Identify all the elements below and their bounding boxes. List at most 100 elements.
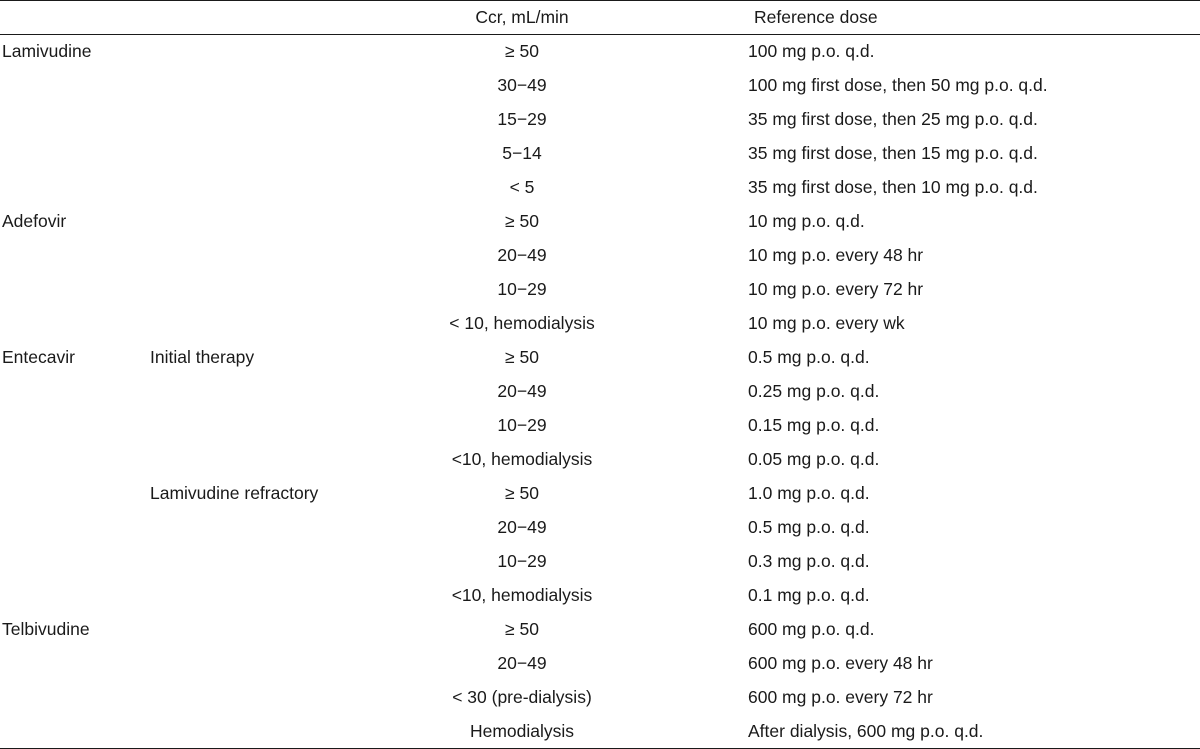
dose-cell: 600 mg p.o. every 48 hr xyxy=(748,653,933,673)
dose-cell: After dialysis, 600 mg p.o. q.d. xyxy=(672,714,1200,749)
ccr-cell: ≥ 50 xyxy=(505,483,539,503)
therapy-cell xyxy=(150,545,372,579)
table-row: 10−29 10 mg p.o. every 72 hr xyxy=(0,273,1200,307)
dose-cell: 35 mg first dose, then 10 mg p.o. q.d. xyxy=(748,177,1038,197)
drug-cell xyxy=(0,579,150,613)
drug-cell: Lamivudine xyxy=(2,41,92,62)
drug-cell xyxy=(0,477,150,511)
therapy-cell xyxy=(150,579,372,613)
drug-cell xyxy=(0,103,150,137)
drug-cell: Adefovir xyxy=(2,211,67,231)
therapy-cell xyxy=(150,613,372,647)
ccr-cell: ≥ 50 xyxy=(505,619,539,639)
drug-cell xyxy=(0,307,150,341)
therapy-cell xyxy=(150,171,372,205)
header-row: Ccr, mL/min Reference dose xyxy=(0,0,1200,35)
ccr-cell: < 30 (pre-dialysis) xyxy=(452,687,592,707)
ccr-cell: ≥ 50 xyxy=(505,347,539,367)
dose-cell: 600 mg p.o. every 72 hr xyxy=(748,687,933,707)
ccr-cell: 15−29 xyxy=(497,109,547,129)
ccr-cell: 20−49 xyxy=(497,381,547,401)
ccr-cell: <10, hemodialysis xyxy=(451,449,593,469)
dose-cell: 0.5 mg p.o. q.d. xyxy=(748,347,870,367)
dose-cell: 0.3 mg p.o. q.d. xyxy=(748,551,870,571)
therapy-cell xyxy=(150,205,372,239)
ccr-cell: ≥ 50 xyxy=(505,41,539,62)
ccr-cell: Hemodialysis xyxy=(372,714,672,749)
dose-cell: 1.0 mg p.o. q.d. xyxy=(748,483,870,503)
table-row: < 5 35 mg first dose, then 10 mg p.o. q.… xyxy=(0,171,1200,205)
therapy-cell: Initial therapy xyxy=(150,347,255,367)
ccr-cell: 5−14 xyxy=(502,143,542,163)
therapy-cell xyxy=(150,137,372,171)
drug-cell xyxy=(0,375,150,409)
therapy-cell xyxy=(150,103,372,137)
therapy-cell xyxy=(150,273,372,307)
ccr-cell: 20−49 xyxy=(497,245,547,265)
header-drug xyxy=(0,0,150,35)
ccr-cell: 10−29 xyxy=(497,415,547,435)
drug-cell xyxy=(0,273,150,307)
table-row: 30−49 100 mg first dose, then 50 mg p.o.… xyxy=(0,69,1200,103)
table-row: Adefovir ≥ 50 10 mg p.o. q.d. xyxy=(0,205,1200,239)
dose-cell: 0.1 mg p.o. q.d. xyxy=(748,585,870,605)
dose-cell: 35 mg first dose, then 15 mg p.o. q.d. xyxy=(748,143,1038,163)
dose-cell: 0.05 mg p.o. q.d. xyxy=(748,449,880,469)
header-therapy xyxy=(150,0,372,35)
table-row: <10, hemodialysis 0.05 mg p.o. q.d. xyxy=(0,443,1200,477)
table-row: 20−49 0.5 mg p.o. q.d. xyxy=(0,511,1200,545)
ccr-cell: 10−29 xyxy=(497,279,547,299)
table-row: 20−49 600 mg p.o. every 48 hr xyxy=(0,647,1200,681)
dose-cell: 0.5 mg p.o. q.d. xyxy=(748,517,870,537)
dose-cell: 10 mg p.o. every wk xyxy=(748,313,905,333)
ccr-cell: 20−49 xyxy=(497,653,547,673)
dose-cell: 10 mg p.o. every 72 hr xyxy=(748,279,924,299)
table-header: Ccr, mL/min Reference dose xyxy=(0,0,1200,35)
drug-cell xyxy=(0,69,150,103)
dose-cell: 10 mg p.o. q.d. xyxy=(748,211,865,231)
header-reference-dose: Reference dose xyxy=(672,0,1200,35)
drug-cell xyxy=(0,443,150,477)
therapy-cell: Lamivudine refractory xyxy=(150,483,319,503)
therapy-cell xyxy=(150,375,372,409)
table-row: < 30 (pre-dialysis) 600 mg p.o. every 72… xyxy=(0,681,1200,715)
table-row: 10−29 0.15 mg p.o. q.d. xyxy=(0,409,1200,443)
ccr-cell: <10, hemodialysis xyxy=(451,585,593,605)
drug-cell xyxy=(0,137,150,171)
table-row: <10, hemodialysis 0.1 mg p.o. q.d. xyxy=(0,579,1200,613)
drug-cell: Entecavir xyxy=(2,347,75,367)
therapy-cell xyxy=(150,511,372,545)
table-row: Lamivudine refractory ≥ 50 1.0 mg p.o. q… xyxy=(0,477,1200,511)
drug-cell xyxy=(0,647,150,681)
therapy-cell xyxy=(150,409,372,443)
dose-cell: 100 mg first dose, then 50 mg p.o. q.d. xyxy=(748,75,1048,95)
therapy-cell xyxy=(150,714,372,749)
table-row: < 10, hemodialysis 10 mg p.o. every wk xyxy=(0,307,1200,341)
ccr-cell: < 10, hemodialysis xyxy=(449,313,595,333)
therapy-cell xyxy=(150,647,372,681)
table-row: 15−29 35 mg first dose, then 25 mg p.o. … xyxy=(0,103,1200,137)
drug-cell xyxy=(0,171,150,205)
drug-cell xyxy=(0,409,150,443)
dose-cell: 100 mg p.o. q.d. xyxy=(748,41,875,62)
table-row: Entecavir Initial therapy ≥ 50 0.5 mg p.… xyxy=(0,341,1200,375)
therapy-cell xyxy=(150,69,372,103)
table-row: 10−29 0.3 mg p.o. q.d. xyxy=(0,545,1200,579)
drug-cell: Telbivudine xyxy=(2,619,90,639)
drug-cell xyxy=(0,511,150,545)
header-ccr: Ccr, mL/min xyxy=(372,0,672,35)
table-row: 20−49 0.25 mg p.o. q.d. xyxy=(0,375,1200,409)
table-row: 5−14 35 mg first dose, then 15 mg p.o. q… xyxy=(0,137,1200,171)
table-row: 20−49 10 mg p.o. every 48 hr xyxy=(0,239,1200,273)
drug-cell xyxy=(0,239,150,273)
ccr-cell: < 5 xyxy=(509,177,535,197)
therapy-cell xyxy=(150,443,372,477)
ccr-cell: 30−49 xyxy=(497,75,547,95)
dose-cell: 600 mg p.o. q.d. xyxy=(748,619,875,639)
table-body: Lamivudine ≥ 50 100 mg p.o. q.d. 30−49 1… xyxy=(0,35,1200,749)
dose-cell: 35 mg first dose, then 25 mg p.o. q.d. xyxy=(748,109,1038,129)
drug-cell xyxy=(0,681,150,715)
ccr-cell: 10−29 xyxy=(497,551,547,571)
dose-cell: 10 mg p.o. every 48 hr xyxy=(748,245,924,265)
